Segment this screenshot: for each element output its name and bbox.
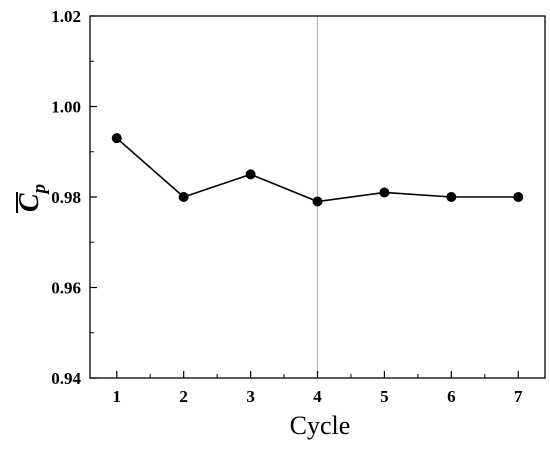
- labels-group: Cycle Cp: [14, 184, 350, 440]
- x-tick-label: 1: [113, 387, 122, 406]
- x-tick-label: 6: [447, 387, 456, 406]
- y-tick-label: 0.96: [51, 279, 81, 298]
- y-axis-label-main: C: [14, 193, 45, 212]
- series-group: [111, 133, 524, 207]
- svg-text:Cp: Cp: [14, 184, 50, 212]
- data-point: [111, 133, 122, 144]
- data-point: [245, 169, 256, 180]
- x-tick-label: 3: [246, 387, 255, 406]
- x-tick-label: 2: [179, 387, 188, 406]
- data-point: [379, 187, 390, 198]
- data-point: [513, 192, 524, 202]
- y-tick-label: 1.02: [51, 7, 81, 26]
- y-tick-label: 0.98: [51, 188, 81, 207]
- x-tick-label: 7: [514, 387, 523, 406]
- x-tick-label: 4: [313, 387, 322, 406]
- data-point: [312, 196, 323, 207]
- x-axis-label: Cycle: [290, 411, 351, 440]
- ticks-group: 1 2 3 4 5 6 7 0.94 0.96 0.98 1.00 1.02: [51, 7, 523, 406]
- data-point: [446, 192, 457, 202]
- x-tick-label: 5: [380, 387, 389, 406]
- y-axis-label-subscript: p: [29, 184, 50, 196]
- data-point: [178, 192, 189, 202]
- y-axis-label: Cp: [14, 184, 50, 213]
- y-tick-label: 1.00: [51, 98, 81, 117]
- y-tick-label: 0.94: [51, 369, 81, 388]
